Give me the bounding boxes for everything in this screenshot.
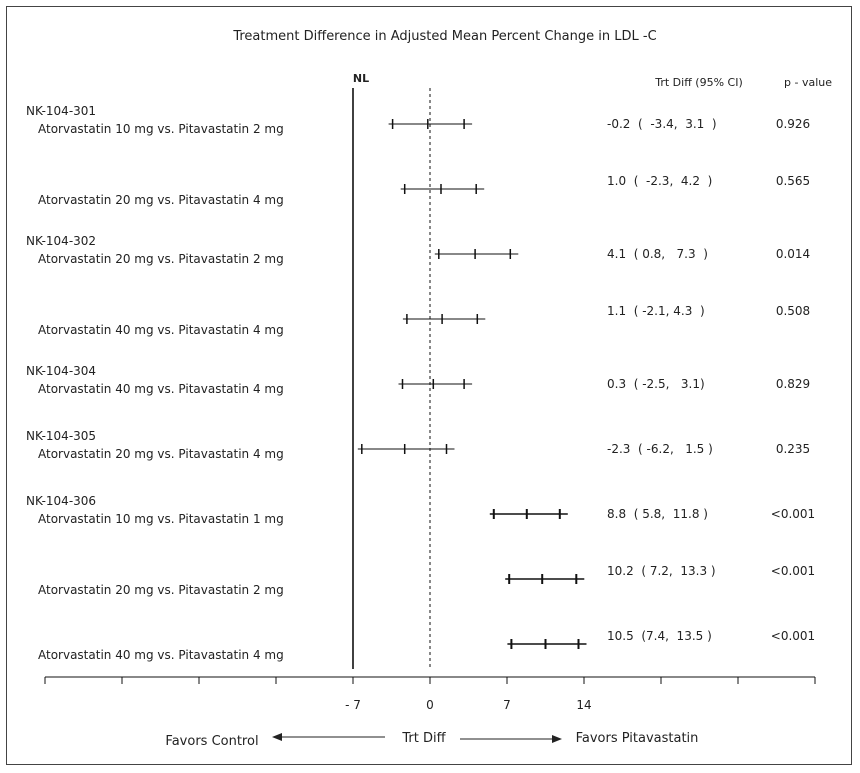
- forest-row: Atorvastatin 20 mg vs. Pitavastatin 4 mg…: [38, 174, 810, 207]
- p-value-column-header: p - value: [784, 76, 832, 89]
- comparison-label: Atorvastatin 40 mg vs. Pitavastatin 4 mg: [38, 382, 284, 396]
- p-value: 0.829: [776, 377, 810, 391]
- favors-control-arrow: [272, 733, 385, 741]
- forest-row: NK-104-302 Atorvastatin 20 mg vs. Pitavas…: [26, 234, 810, 266]
- x-axis-label: Trt Diff: [401, 731, 446, 746]
- forest-row: NK-104-305 Atorvastatin 20 mg vs. Pitavas…: [26, 429, 810, 461]
- comparison-label: Atorvastatin 40 mg vs. Pitavastatin 4 mg: [38, 323, 284, 337]
- p-value: 0.235: [776, 442, 810, 456]
- ci-text: 1.1 ( -2.1, 4.3 ): [607, 304, 705, 318]
- study-label: NK-104-304: [26, 364, 96, 378]
- p-value: <0.001: [771, 564, 815, 578]
- p-value: <0.001: [771, 629, 815, 643]
- chart-title: Treatment Difference in Adjusted Mean Pe…: [232, 29, 656, 44]
- ci-text: 10.2 ( 7.2, 13.3 ): [607, 564, 716, 578]
- x-tick-label: - 7: [345, 698, 361, 712]
- forest-row: NK-104-306 Atorvastatin 10 mg vs. Pitavas…: [26, 494, 815, 526]
- forest-row: NK-104-301 Atorvastatin 10 mg vs. Pitavas…: [26, 104, 810, 136]
- chart-frame: [6, 6, 852, 765]
- comparison-label: Atorvastatin 10 mg vs. Pitavastatin 1 mg: [38, 512, 284, 526]
- ci-text: 4.1 ( 0.8, 7.3 ): [607, 247, 708, 261]
- ci-column-header: Trt Diff (95% CI): [654, 76, 743, 89]
- p-value: 0.508: [776, 304, 810, 318]
- forest-row: NK-104-304 Atorvastatin 40 mg vs. Pitavas…: [26, 364, 810, 396]
- study-label: NK-104-301: [26, 104, 96, 118]
- forest-row: Atorvastatin 40 mg vs. Pitavastatin 4 mg…: [38, 629, 815, 662]
- comparison-label: Atorvastatin 20 mg vs. Pitavastatin 2 mg: [38, 583, 284, 597]
- ci-text: 0.3 ( -2.5, 3.1): [607, 377, 705, 391]
- x-tick-label: 14: [576, 698, 591, 712]
- p-value: 0.014: [776, 247, 810, 261]
- ci-text: 1.0 ( -2.3, 4.2 ): [607, 174, 712, 188]
- ci-text: -2.3 ( -6.2, 1.5 ): [607, 442, 713, 456]
- study-label: NK-104-302: [26, 234, 96, 248]
- x-tick-label: 7: [503, 698, 511, 712]
- comparison-label: Atorvastatin 20 mg vs. Pitavastatin 4 mg: [38, 193, 284, 207]
- comparison-label: Atorvastatin 20 mg vs. Pitavastatin 2 mg: [38, 252, 284, 266]
- comparison-label: Atorvastatin 20 mg vs. Pitavastatin 4 mg: [38, 447, 284, 461]
- favors-pitavastatin-label: Favors Pitavastatin: [576, 731, 699, 746]
- p-value: 0.926: [776, 117, 810, 131]
- study-label: NK-104-306: [26, 494, 96, 508]
- comparison-label: Atorvastatin 10 mg vs. Pitavastatin 2 mg: [38, 122, 284, 136]
- favors-pitavastatin-arrow: [460, 735, 562, 743]
- forest-row: Atorvastatin 20 mg vs. Pitavastatin 2 mg…: [38, 564, 815, 597]
- favors-control-label: Favors Control: [165, 734, 258, 749]
- p-value: 0.565: [776, 174, 810, 188]
- nl-label: NL: [353, 72, 369, 85]
- ci-text: -0.2 ( -3.4, 3.1 ): [607, 117, 717, 131]
- ci-text: 8.8 ( 5.8, 11.8 ): [607, 507, 708, 521]
- ci-text: 10.5 (7.4, 13.5 ): [607, 629, 712, 643]
- comparison-label: Atorvastatin 40 mg vs. Pitavastatin 4 mg: [38, 648, 284, 662]
- forest-row: Atorvastatin 40 mg vs. Pitavastatin 4 mg…: [38, 304, 810, 337]
- x-tick-label: 0: [426, 698, 434, 712]
- p-value: <0.001: [771, 507, 815, 521]
- study-label: NK-104-305: [26, 429, 96, 443]
